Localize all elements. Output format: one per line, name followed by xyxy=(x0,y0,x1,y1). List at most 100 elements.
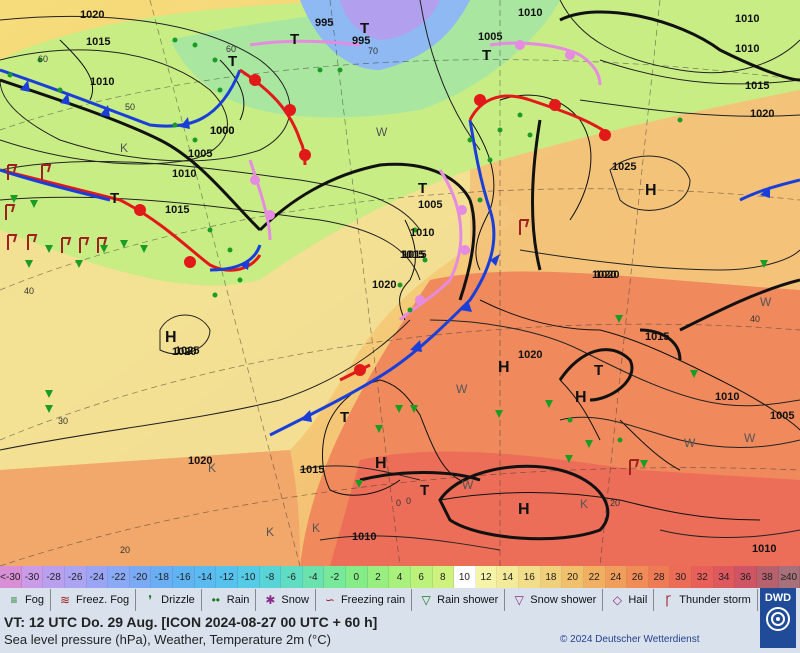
scale-cell: -6 xyxy=(281,566,303,588)
scale-cell: 36 xyxy=(735,566,757,588)
legend-label: Snow xyxy=(281,594,309,606)
legend-item: ✱ Snow xyxy=(256,589,316,611)
isobar-label: 1010 xyxy=(715,391,739,403)
scale-cell: 34 xyxy=(713,566,736,588)
isobars xyxy=(0,0,800,551)
scale-cell: -10 xyxy=(237,566,260,588)
isobar-label: 1020 xyxy=(518,349,542,361)
fog-icon: ≡ xyxy=(10,593,18,607)
isobar-label: 1010 xyxy=(352,531,376,543)
isobar-label: 1020 xyxy=(80,9,104,21)
scale-cell: 10 xyxy=(454,566,476,588)
low-pressure-label: T xyxy=(360,20,369,37)
isobar-label: 1015 xyxy=(165,204,189,216)
isobar-label: 1005 xyxy=(770,410,794,422)
high-pressure-label: H xyxy=(645,182,657,199)
weather-letter: W xyxy=(744,431,756,445)
mild-air-region xyxy=(0,170,520,470)
front-symbols xyxy=(20,40,770,422)
isobar-label: 1015 xyxy=(300,464,324,476)
isobar-label: 1015 xyxy=(645,331,669,343)
low-pressure-label: T xyxy=(110,190,119,207)
scale-cell: 18 xyxy=(540,566,563,588)
legend-item: ≋ Freez. Fog xyxy=(51,589,137,611)
low-pressure-label: T xyxy=(290,31,299,48)
legend-item: •• Rain xyxy=(202,589,257,611)
isobar-label: 1020 xyxy=(372,279,396,291)
legend-label: Hail xyxy=(628,594,648,606)
isobar-label: 1010 xyxy=(735,43,759,55)
isobar-label: 1025 xyxy=(612,161,636,173)
legend-item: ❜ Drizzle xyxy=(136,589,202,611)
isobar-label: 1000 xyxy=(210,125,234,137)
dwd-logo-text: DWD xyxy=(764,592,792,604)
weather-letter: W xyxy=(376,125,388,139)
scale-cell: 24 xyxy=(605,566,628,588)
isobar-label: 1010 xyxy=(410,227,434,239)
legend-item: ▽ Rain shower xyxy=(412,589,506,611)
very-hot-region xyxy=(330,451,800,566)
legend-item: ◇ Hail xyxy=(603,589,655,611)
weather-letter: W xyxy=(456,382,468,396)
scale-cell: -22 xyxy=(108,566,130,588)
cold-front-atlantic xyxy=(0,168,111,202)
isobar-label: 1020 xyxy=(172,346,196,358)
temperature-contour-label: 20 xyxy=(120,545,130,555)
legend-label: Rain shower xyxy=(437,594,499,606)
rain-icon: •• xyxy=(211,593,220,607)
weather-legend: ≡ Fog ≋ Freez. Fog ❜ Drizzle •• Rain ✱ Snow ∽ Freez… xyxy=(0,588,760,612)
legend-label: Snow shower xyxy=(530,594,597,606)
low-pressure-label: T xyxy=(482,47,491,64)
legend-item: Ꞅ Thunder storm xyxy=(654,589,758,611)
weather-letter: W xyxy=(462,478,474,492)
occluded-front-uk xyxy=(398,169,463,322)
map-footer: <-30 -30 -28 -26 -24 -22 -20 -18 -16 -14 -12 -10 -8-… xyxy=(0,566,800,653)
scale-cell: -26 xyxy=(64,566,87,588)
occluded-front-norway xyxy=(249,39,361,47)
temperature-contour-label: 50 xyxy=(125,102,135,112)
scale-cell: 0 xyxy=(346,566,368,588)
legend-label: Fog xyxy=(25,594,44,606)
scale-cell: -8 xyxy=(259,566,282,588)
scale-cell: 22 xyxy=(583,566,606,588)
scale-cell: ≥40 xyxy=(778,566,800,588)
scale-cell: 4 xyxy=(389,566,411,588)
cold-front-north xyxy=(0,68,242,128)
isobar-label: 1015 xyxy=(400,249,424,261)
temperature-contour-label: 60 xyxy=(38,54,48,64)
weather-letter: K xyxy=(120,141,128,155)
isobar-label: 1015 xyxy=(745,80,769,92)
high-pressure-label: H xyxy=(498,359,510,376)
scale-cell: -30 xyxy=(21,566,44,588)
coldest-air-region xyxy=(340,0,440,40)
temperature-scale: <-30 -30 -28 -26 -24 -22 -20 -18 -16 -14 -12 -10 -8-… xyxy=(0,566,800,588)
isobar-label: 1020 xyxy=(188,455,212,467)
temperature-contour-label: 70 xyxy=(368,46,378,56)
low-pressure-label: T xyxy=(340,409,349,426)
copyright-text: © 2024 Deutscher Wetterdienst xyxy=(560,634,700,645)
legend-label: Freez. Fog xyxy=(75,594,130,606)
isobar-label: 1015 xyxy=(402,249,426,261)
isobar-label: 1020 xyxy=(750,108,774,120)
scale-cell: 28 xyxy=(648,566,671,588)
low-pressure-label: T xyxy=(594,362,603,379)
scale-cell: -4 xyxy=(302,566,325,588)
isobar-label: 1015 xyxy=(86,36,110,48)
hail-icon: ◇ xyxy=(612,593,622,607)
legend-label: Thunder storm xyxy=(679,594,751,606)
isobar-label: 1010 xyxy=(172,168,196,180)
temperature-contour-label: 40 xyxy=(24,286,34,296)
isobar-label: 1010 xyxy=(752,543,776,555)
scale-cell: -28 xyxy=(43,566,65,588)
map-subtitle: Sea level pressure (hPa), Weather, Tempe… xyxy=(4,632,331,647)
temperature-contour-label: 0 xyxy=(396,498,401,508)
weather-letter: K xyxy=(580,497,588,511)
low-pressure-label: T xyxy=(228,53,237,70)
scale-cell: -2 xyxy=(324,566,346,588)
low-pressure-label: T xyxy=(420,482,429,499)
temperature-contour-label: 0 xyxy=(406,496,411,506)
scale-cell: -12 xyxy=(216,566,238,588)
scale-cell: -24 xyxy=(86,566,109,588)
